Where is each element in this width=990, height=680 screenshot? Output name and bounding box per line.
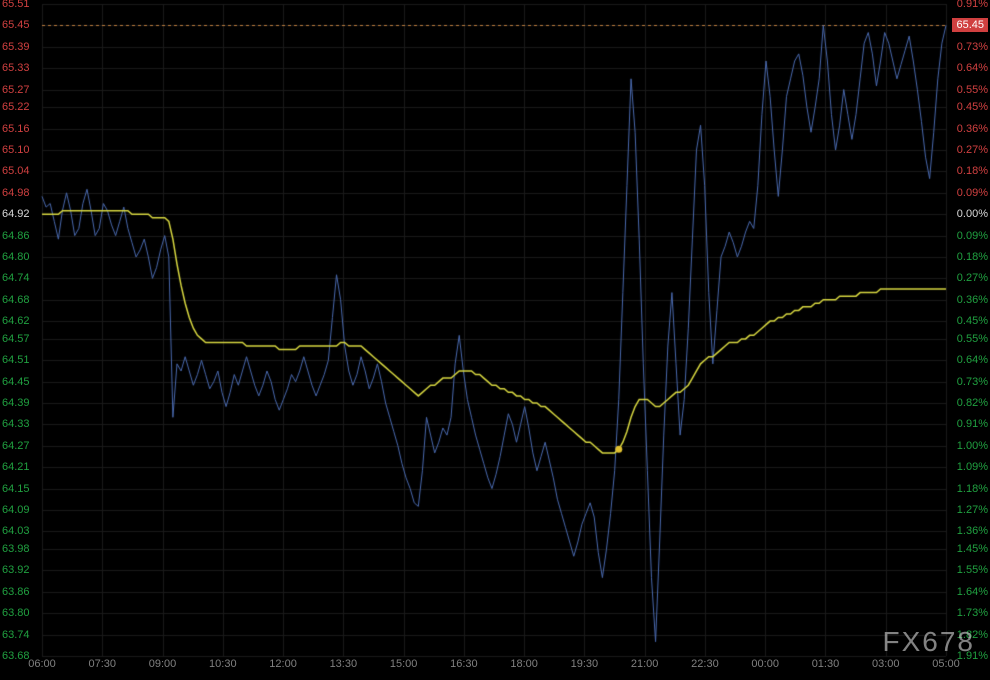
left-axis-tick: 63.74 (2, 629, 30, 641)
left-axis-tick: 65.10 (2, 144, 30, 156)
left-axis-tick: 64.39 (2, 397, 30, 409)
current-price-badge: 65.45 (952, 18, 988, 32)
left-axis-tick: 65.27 (2, 84, 30, 96)
left-axis-tick: 65.16 (2, 123, 30, 135)
left-axis-tick: 63.80 (2, 607, 30, 619)
right-axis-tick: 0.36% (957, 123, 988, 135)
left-axis-tick: 64.62 (2, 315, 30, 327)
right-axis-tick: 0.64% (957, 354, 988, 366)
right-axis-tick: 0.82% (957, 397, 988, 409)
left-axis-tick: 64.80 (2, 251, 30, 263)
x-axis-tick: 15:00 (386, 658, 422, 670)
left-axis-tick: 65.22 (2, 101, 30, 113)
right-axis-tick: 0.09% (957, 187, 988, 199)
left-axis-tick: 64.51 (2, 354, 30, 366)
right-axis-tick: 1.18% (957, 483, 988, 495)
left-axis-tick: 65.45 (2, 19, 30, 31)
right-axis-tick: 0.73% (957, 41, 988, 53)
chart-container: 65.51 0.91% 65.45 0.82% 65.39 0.73% 65.33 0.64%… (0, 0, 990, 680)
right-axis-tick: 0.27% (957, 144, 988, 156)
left-axis-tick: 63.92 (2, 564, 30, 576)
right-axis-tick: 0.45% (957, 101, 988, 113)
right-axis-tick: 0.18% (957, 165, 988, 177)
x-axis-tick: 21:00 (627, 658, 663, 670)
x-axis-tick: 06:00 (24, 658, 60, 670)
watermark: FX678 (883, 626, 976, 658)
x-axis-tick: 16:30 (446, 658, 482, 670)
x-axis-tick: 10:30 (205, 658, 241, 670)
right-axis-tick: 0.45% (957, 315, 988, 327)
x-axis-tick: 13:30 (325, 658, 361, 670)
left-axis-tick: 64.74 (2, 272, 30, 284)
right-axis-tick: 0.55% (957, 333, 988, 345)
right-axis-tick: 1.55% (957, 564, 988, 576)
right-axis-tick: 1.73% (957, 607, 988, 619)
left-axis-tick: 63.98 (2, 543, 30, 555)
x-axis-tick: 05:00 (928, 658, 964, 670)
x-axis-tick: 18:00 (506, 658, 542, 670)
right-axis-tick: 0.91% (957, 418, 988, 430)
x-axis-tick: 22:30 (687, 658, 723, 670)
left-axis-tick: 64.21 (2, 461, 30, 473)
right-axis-tick: 1.45% (957, 543, 988, 555)
x-axis-tick: 19:30 (566, 658, 602, 670)
right-axis-tick: 1.64% (957, 586, 988, 598)
price-chart-canvas (0, 0, 990, 680)
left-axis-tick: 65.04 (2, 165, 30, 177)
right-axis-tick: 0.73% (957, 376, 988, 388)
right-axis-tick: 0.27% (957, 272, 988, 284)
right-axis-tick: 1.09% (957, 461, 988, 473)
right-axis-tick: 0.36% (957, 294, 988, 306)
left-axis-tick: 64.33 (2, 418, 30, 430)
x-axis-tick: 12:00 (265, 658, 301, 670)
left-axis-tick: 64.86 (2, 230, 30, 242)
x-axis-tick: 09:00 (145, 658, 181, 670)
right-axis-tick: 0.18% (957, 251, 988, 263)
left-axis-tick: 64.92 (2, 208, 30, 220)
left-axis-tick: 63.86 (2, 586, 30, 598)
right-axis-tick: 1.27% (957, 504, 988, 516)
left-axis-tick: 64.09 (2, 504, 30, 516)
right-axis-tick: 0.09% (957, 230, 988, 242)
left-axis-tick: 65.51 (2, 0, 30, 10)
x-axis-tick: 01:30 (807, 658, 843, 670)
x-axis-tick: 03:00 (868, 658, 904, 670)
left-axis-tick: 64.57 (2, 333, 30, 345)
right-axis-tick: 0.00% (957, 208, 988, 220)
right-axis-tick: 1.00% (957, 440, 988, 452)
right-axis-tick: 1.36% (957, 525, 988, 537)
left-axis-tick: 65.39 (2, 41, 30, 53)
left-axis-tick: 64.15 (2, 483, 30, 495)
x-axis-tick: 00:00 (747, 658, 783, 670)
left-axis-tick: 64.68 (2, 294, 30, 306)
left-axis-tick: 64.03 (2, 525, 30, 537)
right-axis-tick: 0.55% (957, 84, 988, 96)
left-axis-tick: 64.27 (2, 440, 30, 452)
right-axis-tick: 0.91% (957, 0, 988, 10)
left-axis-tick: 65.33 (2, 62, 30, 74)
left-axis-tick: 64.98 (2, 187, 30, 199)
left-axis-tick: 64.45 (2, 376, 30, 388)
right-axis-tick: 0.64% (957, 62, 988, 74)
x-axis-tick: 07:30 (84, 658, 120, 670)
